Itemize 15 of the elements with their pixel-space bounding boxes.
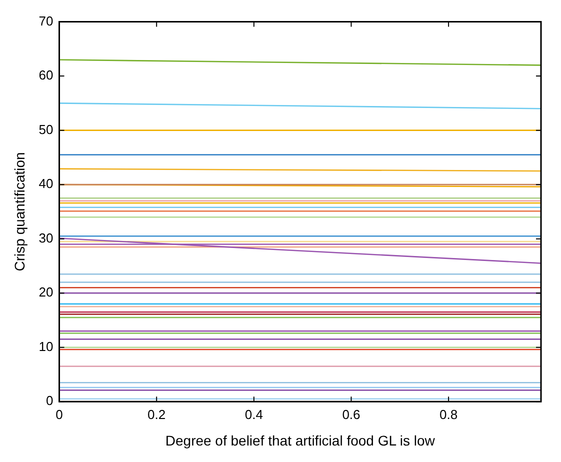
y-tick-label: 60 — [38, 68, 54, 83]
y-axis-title: Crisp quantification — [11, 152, 28, 272]
x-tick-label: 0 — [56, 406, 63, 422]
x-tick-label: 0.8 — [440, 406, 458, 422]
y-tick-label: 10 — [38, 338, 54, 354]
y-tick-label: 20 — [38, 284, 54, 300]
y-tick-label: 50 — [38, 122, 54, 137]
y-tick-label: 40 — [38, 176, 54, 192]
x-tick-label: 0.2 — [148, 406, 166, 422]
y-tick-label: 70 — [38, 13, 54, 28]
x-tick-label: 0.4 — [244, 406, 263, 422]
x-tick-label: 0.6 — [342, 406, 360, 422]
y-tick-label: 0 — [46, 393, 54, 408]
y-tick-label: 30 — [38, 230, 54, 246]
x-axis-title: Degree of belief that artificial food GL is low — [165, 432, 436, 448]
